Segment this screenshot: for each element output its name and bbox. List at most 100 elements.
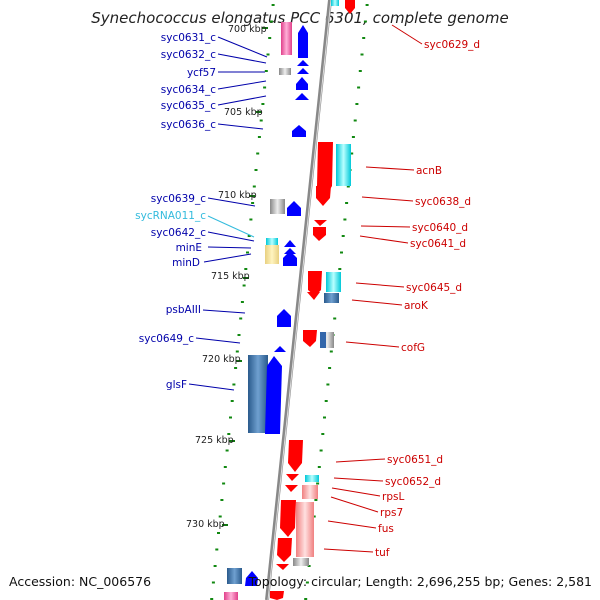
label-sycRNA011_c: sycRNA011_c	[135, 210, 206, 222]
gene-bottom-blue-block	[227, 568, 242, 584]
tick-dot	[314, 499, 318, 501]
gene-acnB-cyan	[336, 144, 351, 186]
scale-label-730: 730 kbp	[186, 519, 225, 530]
tick-dot	[229, 416, 232, 419]
tick-dot	[363, 20, 367, 23]
label-syc0638_d: syc0638_d	[415, 196, 471, 208]
tick-dot	[252, 185, 256, 188]
gene-syc0649_c	[274, 346, 286, 352]
label-syc0639_c: syc0639_c	[151, 193, 206, 205]
gene-rpsL-a	[286, 474, 299, 481]
gene-ycf57-b	[279, 68, 291, 75]
forward-leader-lines	[323, 24, 423, 553]
label-syc0636_c: syc0636_c	[161, 119, 216, 131]
label-syc0632_c: syc0632_c	[161, 49, 216, 61]
gene-acnB	[317, 142, 333, 198]
gene-tuf-gray	[293, 558, 309, 566]
tick-dot	[242, 284, 246, 287]
gene-fus	[280, 500, 296, 537]
gene-bottom-blue-arrow	[245, 571, 258, 586]
label-syc0640_d: syc0640_d	[412, 222, 468, 234]
tick-dot	[239, 317, 243, 320]
tick-dot	[316, 482, 320, 485]
gene-bottom-pink-block	[224, 592, 238, 600]
forward-genes	[270, 0, 355, 600]
scale-label-700: 700 kbp	[228, 24, 267, 35]
gene-syc0631_c	[298, 25, 308, 58]
scale-label-710: 710 kbp	[218, 190, 257, 201]
gene-cofG-blue	[320, 332, 326, 348]
label-glsF: glsF	[166, 379, 187, 391]
tick-dot	[234, 367, 238, 369]
tick-dot	[254, 169, 258, 171]
tick-dot	[232, 383, 236, 386]
tick-dot	[211, 581, 215, 584]
label-fus: fus	[378, 523, 394, 535]
tick-dot	[240, 301, 244, 303]
tick-dot	[317, 466, 321, 468]
label-syc0635_c: syc0635_c	[161, 100, 216, 112]
tick-dot	[365, 4, 369, 6]
tick-dot	[235, 350, 239, 353]
tick-dot	[351, 136, 355, 138]
tick-dot	[319, 449, 323, 452]
label-syc0629_d: syc0629_d	[424, 39, 480, 51]
label-syc0651_d: syc0651_d	[387, 454, 443, 466]
reverse-genes	[224, 22, 309, 600]
tick-dot	[340, 251, 343, 254]
label-syc0642_c: syc0642_c	[151, 227, 206, 239]
scale-labels: 700 kbp 705 kbp 710 kbp 715 kbp 720 kbp …	[186, 24, 267, 530]
gene-syc0629_d	[345, 0, 355, 14]
tick-dot	[217, 532, 220, 534]
backbone-highlight	[267, 0, 332, 600]
label-tuf: tuf	[375, 547, 390, 559]
tick-dot	[324, 400, 328, 402]
gene-psbAIII	[277, 309, 291, 327]
label-syc0631_c: syc0631_c	[161, 32, 216, 44]
tick-dot	[350, 152, 354, 155]
tick-dot	[251, 202, 255, 204]
tick-dot	[268, 37, 272, 39]
gene-glsF-block	[248, 355, 268, 433]
tick-dot	[266, 53, 270, 56]
gene-rps7	[302, 485, 318, 499]
gene-fus-light	[296, 502, 314, 557]
reverse-leader-lines	[188, 36, 268, 391]
gene-syc0645_d	[308, 271, 322, 296]
tick-dot	[271, 4, 275, 6]
gene-syc0638_d	[316, 186, 331, 206]
tick-dot	[357, 86, 361, 89]
gene-syc0636_c	[292, 125, 306, 137]
accession-text: Accession: NC_006576	[9, 574, 152, 589]
label-syc0645_d: syc0645_d	[406, 282, 462, 294]
tick-dot	[360, 53, 364, 56]
tick-dot	[312, 515, 316, 518]
label-ycf57: ycf57	[187, 67, 216, 79]
tick-dot	[346, 185, 350, 188]
tick-dot	[362, 37, 366, 39]
rna-leader-line	[207, 215, 255, 238]
tick-dot	[215, 548, 219, 551]
label-rps7: rps7	[380, 507, 403, 519]
tick-dot	[264, 70, 268, 72]
gene-syc0635_c	[295, 93, 309, 100]
label-syc0652_d: syc0652_d	[385, 476, 441, 488]
tick-dot	[249, 218, 253, 221]
tick-dot	[321, 433, 325, 435]
tick-dot	[323, 416, 326, 419]
tick-dot	[220, 499, 224, 501]
map-title: Synechococcus elongatus PCC 6301, comple…	[91, 9, 509, 27]
label-minE: minE	[176, 242, 202, 254]
gene-syc0645_d-cyan	[326, 272, 341, 292]
tick-dot	[305, 581, 309, 584]
tick-dot	[256, 152, 260, 155]
gene-syc0651_d	[288, 440, 303, 472]
tick-dot	[261, 103, 265, 105]
tick-dot	[230, 400, 234, 402]
tick-dot	[237, 334, 241, 336]
scale-ticks	[222, 27, 268, 526]
gene-syc0642_c-yellow	[265, 245, 279, 264]
tick-dot	[326, 383, 330, 386]
scale-label-725: 725 kbp	[195, 435, 234, 446]
tick-dot	[307, 565, 311, 567]
